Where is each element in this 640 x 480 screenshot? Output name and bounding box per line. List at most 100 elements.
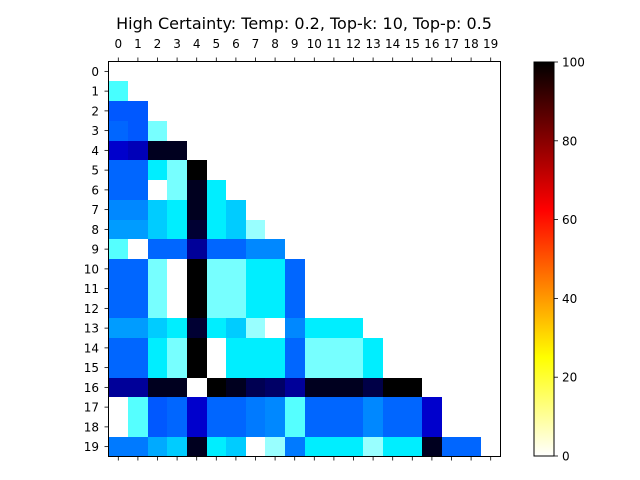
heatmap-cell [442,437,461,457]
y-tick-label: 18 [84,420,99,434]
heatmap-cell [148,220,167,239]
heatmap-cell [383,378,403,397]
heatmap-cell [167,220,187,239]
heatmap-cell [148,299,167,318]
heatmap-cell [128,160,148,180]
heatmap-cell [265,397,285,417]
y-tick-label: 7 [91,203,99,217]
heatmap-cell [226,358,246,378]
heatmap-cell [128,259,148,279]
x-tick-label: 17 [444,37,459,51]
heatmap-cell [167,141,187,160]
heatmap-cell [187,180,207,200]
heatmap-cell [109,180,128,200]
heatmap-cell [265,338,285,358]
y-tick-label: 11 [84,282,99,296]
heatmap-cell [265,318,285,338]
heatmap-cell [148,437,167,457]
heatmap-cell [226,437,246,457]
heatmap-cell [109,239,128,259]
y-tick-label: 17 [84,401,99,415]
heatmap-cell [344,318,363,338]
heatmap-cell [285,318,305,338]
heatmap-cell [265,437,285,457]
heatmap-cell [109,220,128,239]
heatmap-cell [403,397,422,417]
heatmap-cell [109,279,128,299]
heatmap-cell [305,318,324,338]
heatmap-cell [344,378,363,397]
heatmap-cell [187,318,207,338]
heatmap-cell [246,239,265,259]
heatmap-cell [148,200,167,220]
x-tick-label: 3 [173,37,181,51]
heatmap-cell [167,378,187,397]
y-tick-label: 4 [91,144,99,158]
heatmap-cell [128,299,148,318]
heatmap-cell [109,299,128,318]
y-tick-label: 5 [91,164,99,178]
y-tick-label: 0 [91,65,99,79]
colorbar-ticks: 0 20 40 60 80 100 [554,56,585,464]
colorbar-tick-label: 60 [562,213,577,227]
heatmap-cell [207,338,226,358]
heatmap-cell [148,318,167,338]
y-tick-label: 15 [84,361,99,375]
heatmap-cell [187,239,207,259]
heatmap-cell [383,417,403,437]
heatmap-cell [246,437,265,457]
x-tick-label: 5 [212,37,220,51]
heatmap-cell [187,417,207,437]
heatmap-cell [187,279,207,299]
heatmap-cell [167,299,187,318]
heatmap-cell [246,259,265,279]
y-tick-label: 8 [91,223,99,237]
heatmap-cell [207,279,226,299]
heatmap-cell [109,121,128,141]
heatmap-cell [167,160,187,180]
heatmap-cell [187,220,207,239]
heatmap-cell [207,417,226,437]
heatmap-cell [187,378,207,397]
heatmap-cell [187,200,207,220]
heatmap-cell [109,160,128,180]
heatmap-cell [187,437,207,457]
heatmap-cell [246,338,265,358]
heatmap-cell [187,397,207,417]
heatmap-cell [148,279,167,299]
heatmap-cell [324,338,344,358]
x-axis-ticks: 0 1 2 3 4 5 6 7 8 9 10 11 12 13 14 15 16 17 18 19 [114,37,498,461]
heatmap-cell [148,358,167,378]
heatmap-cell [265,239,285,259]
chart-title: High Certainty: Temp: 0.2, Top-k: 10, To… [116,14,492,33]
heatmap-cell [148,180,167,200]
heatmap-cell [167,397,187,417]
heatmap-cell [128,417,148,437]
heatmap-cell [403,417,422,437]
heatmap-cell [226,220,246,239]
heatmap-cell [422,437,442,457]
y-tick-label: 2 [91,104,99,118]
heatmap-cell [285,378,305,397]
y-tick-label: 14 [84,341,99,355]
heatmap-cell [128,437,148,457]
heatmap-cell [285,259,305,279]
heatmap-cell [167,200,187,220]
heatmap-cell [187,358,207,378]
x-tick-label: 16 [424,37,439,51]
heatmap-cell [226,417,246,437]
heatmap-cell [265,358,285,378]
y-tick-label: 10 [84,262,99,276]
x-tick-label: 13 [365,37,380,51]
heatmap-cell [128,397,148,417]
heatmap-cell [187,338,207,358]
heatmap-cell [285,358,305,378]
x-tick-label: 4 [193,37,201,51]
x-tick-label: 18 [463,37,478,51]
heatmap-cell [363,417,383,437]
heatmap-cell [324,417,344,437]
x-tick-label: 0 [114,37,122,51]
heatmap-cell [207,378,226,397]
heatmap-cell [246,397,265,417]
